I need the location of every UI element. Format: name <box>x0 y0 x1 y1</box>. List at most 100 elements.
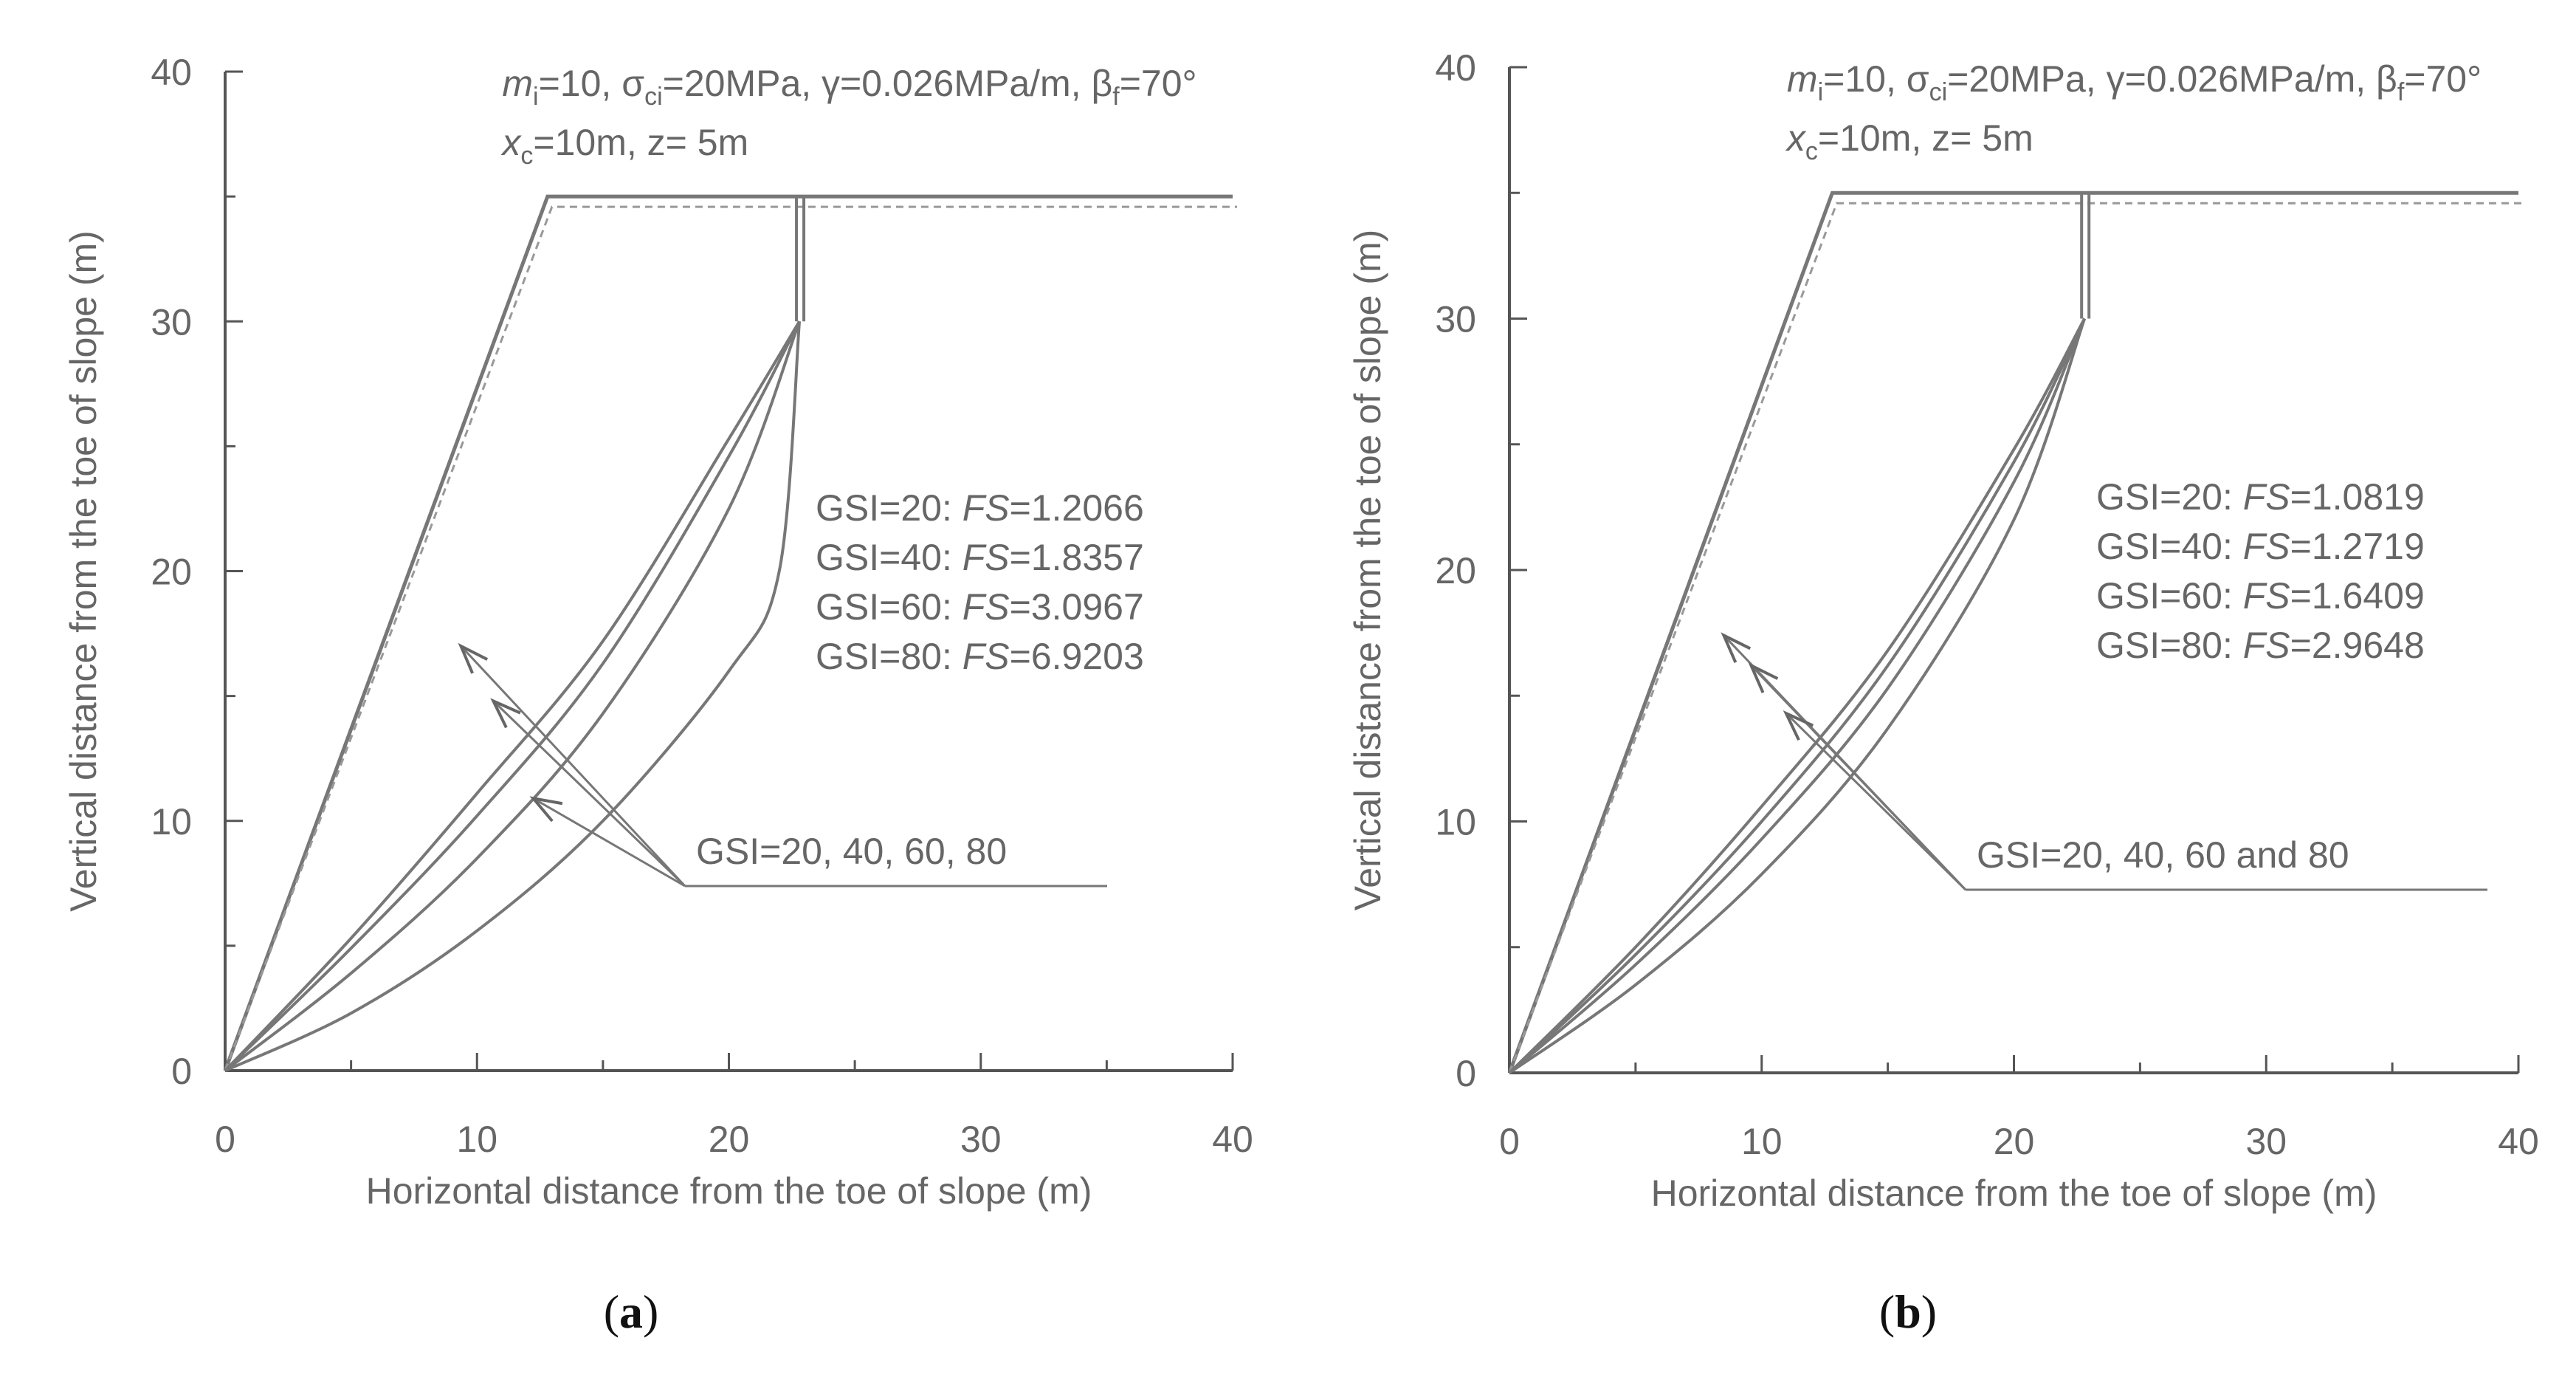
fs-gsi-label: GSI=40: <box>816 537 962 578</box>
fs-value: =1.2066 <box>1010 487 1144 529</box>
failure-surface-gsi-20 <box>224 320 801 1072</box>
slope-surface-dashed <box>1508 202 2523 1074</box>
curve-group-label: GSI=20, 40, 60 and 80 <box>1977 834 2349 876</box>
fs-value: =3.0967 <box>1010 586 1144 628</box>
fs-result-row: GSI=60: FS=3.0967 <box>816 586 1144 628</box>
param-sigma-symbol: σ <box>621 63 644 104</box>
x-tick-label: 10 <box>456 1119 497 1160</box>
fs-gsi-label: GSI=80: <box>816 636 962 677</box>
failure-surface-gsi-80 <box>1508 317 2087 1074</box>
parameters-line-2: xc=10m, z= 5m <box>1785 117 2033 165</box>
y-axis-title: Vertical distance from the toe of slope … <box>63 230 104 912</box>
arrow-head <box>1748 662 1779 693</box>
param-x-symbol: x <box>500 122 522 163</box>
parameters-line-1: mi=10, σci=20MPa, γ=0.026MPa/m, βf=70° <box>502 63 1196 111</box>
param-x-subscript: c <box>1805 137 1818 165</box>
arrow-head <box>1783 710 1814 741</box>
panel-label-letter: a <box>619 1285 643 1338</box>
panel-label-letter: b <box>1895 1285 1921 1338</box>
param-sigma-symbol: σ <box>1907 58 1929 100</box>
failure-surface-gsi-80 <box>224 321 802 1072</box>
fs-result-row: GSI=80: FS=6.9203 <box>816 636 1144 677</box>
slope-surface <box>1507 190 2518 1074</box>
arrow-leader <box>532 797 686 888</box>
y-tick-label: 0 <box>171 1051 192 1092</box>
y-tick-label: 40 <box>1435 47 1476 89</box>
fs-symbol: FS <box>962 636 1010 677</box>
fs-result-row: GSI=60: FS=1.6409 <box>2096 575 2425 617</box>
param-sigma-subscript: ci <box>644 83 663 111</box>
failure-surface-gsi-60 <box>1508 317 2087 1074</box>
y-tick-label: 10 <box>151 801 192 842</box>
panel-label-open-paren: ( <box>604 1285 619 1338</box>
fs-gsi-label: GSI=60: <box>2096 575 2243 617</box>
arrow-head <box>458 642 489 674</box>
param-m-symbol: m <box>1787 58 1818 100</box>
param-beta-subscript: f <box>1112 83 1120 111</box>
fs-gsi-label: GSI=20: <box>816 487 962 529</box>
fs-value: =1.2719 <box>2290 526 2425 567</box>
param-beta-value: =70° <box>2404 58 2482 100</box>
panel-label-close-paren: ) <box>643 1285 658 1338</box>
fs-result-row: GSI=40: FS=1.8357 <box>816 537 1144 578</box>
fs-gsi-label: GSI=60: <box>816 586 962 628</box>
panel-label-close-paren: ) <box>1921 1285 1937 1338</box>
fs-symbol: FS <box>2243 526 2290 567</box>
arrow-head <box>529 796 563 823</box>
failure-surface-gsi-60 <box>224 320 801 1072</box>
param-beta-subscript: f <box>2397 78 2405 106</box>
fs-symbol: FS <box>2243 625 2290 666</box>
x-tick-label: 40 <box>2498 1121 2539 1162</box>
param-sigma-value: =20MPa, <box>663 63 822 104</box>
y-tick-label: 0 <box>1456 1053 1476 1094</box>
param-m-subscript: i <box>533 83 539 111</box>
arrow-head <box>1721 632 1752 664</box>
y-tick-label: 10 <box>1435 802 1476 843</box>
y-axis-title: Vertical distance from the toe of slope … <box>1347 230 1388 911</box>
failure-surface-gsi-20 <box>1508 317 2086 1074</box>
fs-symbol: FS <box>962 586 1010 628</box>
y-tick-label: 40 <box>151 52 192 93</box>
fs-symbol: FS <box>962 537 1010 578</box>
y-tick-label: 30 <box>1435 299 1476 340</box>
failure-surface-gsi-40 <box>1508 317 2086 1074</box>
fs-result-row: GSI=80: FS=2.9648 <box>2096 625 2425 666</box>
param-beta-symbol: β <box>1092 63 1113 104</box>
fs-gsi-label: GSI=80: <box>2096 625 2243 666</box>
param-m-symbol: m <box>502 63 533 104</box>
x-tick-label: 0 <box>1499 1121 1520 1162</box>
x-tick-label: 0 <box>215 1119 235 1160</box>
y-tick-label: 20 <box>1435 550 1476 591</box>
panel-a-chart: 0 10 20 30 40 0 10 20 30 40 Horizontal distance fr… <box>63 52 1253 1338</box>
panel-label: (b) <box>1879 1285 1937 1338</box>
panel-label-open-paren: ( <box>1879 1285 1895 1338</box>
param-gamma: γ=0.026MPa/m, <box>2107 58 2376 100</box>
param-beta-value: =70° <box>1120 63 1197 104</box>
param-m-value: =10, <box>1823 58 1907 100</box>
fs-result-row: GSI=20: FS=1.0819 <box>2096 476 2425 518</box>
param-m-subscript: i <box>1818 78 1824 106</box>
fs-value: =6.9203 <box>1010 636 1144 677</box>
y-tick-label: 30 <box>151 301 192 343</box>
fs-value: =1.6409 <box>2290 575 2425 617</box>
fs-gsi-label: GSI=40: <box>2096 526 2243 567</box>
arrow-leader <box>1785 713 1967 891</box>
fs-symbol: FS <box>2243 476 2290 518</box>
panel-label: (a) <box>604 1285 659 1338</box>
param-beta-symbol: β <box>2376 58 2397 100</box>
failure-surface-gsi-40 <box>224 320 801 1072</box>
param-x-subscript: c <box>520 142 533 170</box>
arrow-leader <box>1750 665 1967 891</box>
y-tick-label: 20 <box>151 552 192 593</box>
fs-value: =1.8357 <box>1010 537 1144 578</box>
x-tick-label: 30 <box>960 1119 1002 1160</box>
x-tick-label: 20 <box>1994 1121 2035 1162</box>
fs-value: =1.0819 <box>2290 476 2425 518</box>
fs-symbol: FS <box>962 487 1010 529</box>
fs-gsi-label: GSI=20: <box>2096 476 2243 518</box>
arrow-head <box>490 698 521 729</box>
panel-b-chart: 0 10 20 30 40 0 10 20 30 40 Horizontal distance fr… <box>1347 47 2539 1338</box>
arrow-leader <box>492 700 686 888</box>
arrow-leader <box>460 645 686 888</box>
x-tick-label: 10 <box>1741 1121 1783 1162</box>
